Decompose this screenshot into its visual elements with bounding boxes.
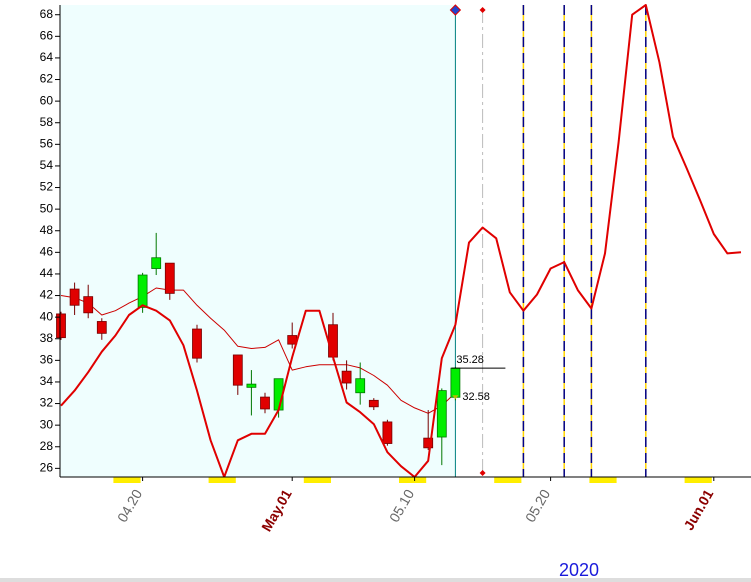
close-price-label: 35.28 [456,354,484,366]
candle-body [368,399,379,408]
weekend-marker [684,477,712,483]
y-tick-label: 50 [40,201,54,215]
y-tick-label: 62 [40,72,54,86]
forecast-marker [479,7,486,13]
weekend-marker [399,477,427,483]
y-tick-label: 34 [40,374,54,388]
candle-body [328,324,338,358]
y-tick-label: 68 [40,7,54,21]
y-tick-label: 40 [40,309,54,323]
series-line [60,287,456,414]
weekend-marker [113,477,141,483]
candle-body [450,367,461,398]
series-line [60,4,742,478]
weekend-marker [208,477,236,483]
history-shade [60,5,456,477]
y-tick-label: 30 [40,417,54,431]
y-tick-label: 36 [40,353,54,367]
candle-body [260,396,270,410]
y-tick-label: 38 [40,331,54,345]
candle-body [56,313,66,339]
y-tick-label: 32 [40,396,54,410]
candle-body [341,370,352,384]
status-bar [0,578,751,582]
forecast-marker [479,470,486,476]
y-tick-label: 28 [40,439,54,453]
year-label: 2020 [559,560,599,580]
y-tick-label: 26 [40,461,54,475]
candle-body [355,378,366,394]
candle-body [69,288,80,306]
y-tick-label: 60 [40,93,54,107]
candle-body [192,328,202,359]
candle-body [137,274,148,308]
candle-body [83,296,94,314]
candle-body [96,321,107,334]
candle-body [246,383,257,388]
y-tick-label: 48 [40,223,54,237]
candle-body [164,262,175,294]
y-tick-label: 64 [40,50,54,64]
open-price-marker [452,395,459,400]
candle-body [151,257,162,269]
y-tick-label: 66 [40,28,54,42]
y-tick-label: 52 [40,180,54,194]
y-tick-label: 54 [40,158,54,172]
weekend-marker [589,477,617,483]
candle-body [423,437,434,449]
y-tick-label: 46 [40,245,54,259]
weekend-marker [494,477,522,483]
y-tick-label: 56 [40,137,54,151]
open-price-label: 32.58 [462,391,490,403]
y-tick-label: 44 [40,266,54,280]
y-tick-label: 58 [40,115,54,129]
weekend-marker [303,477,331,483]
candle-body [436,390,447,438]
candle-body [232,354,243,386]
cursor-marker [449,4,462,16]
candle-body [382,421,393,444]
y-tick-label: 42 [40,288,54,302]
